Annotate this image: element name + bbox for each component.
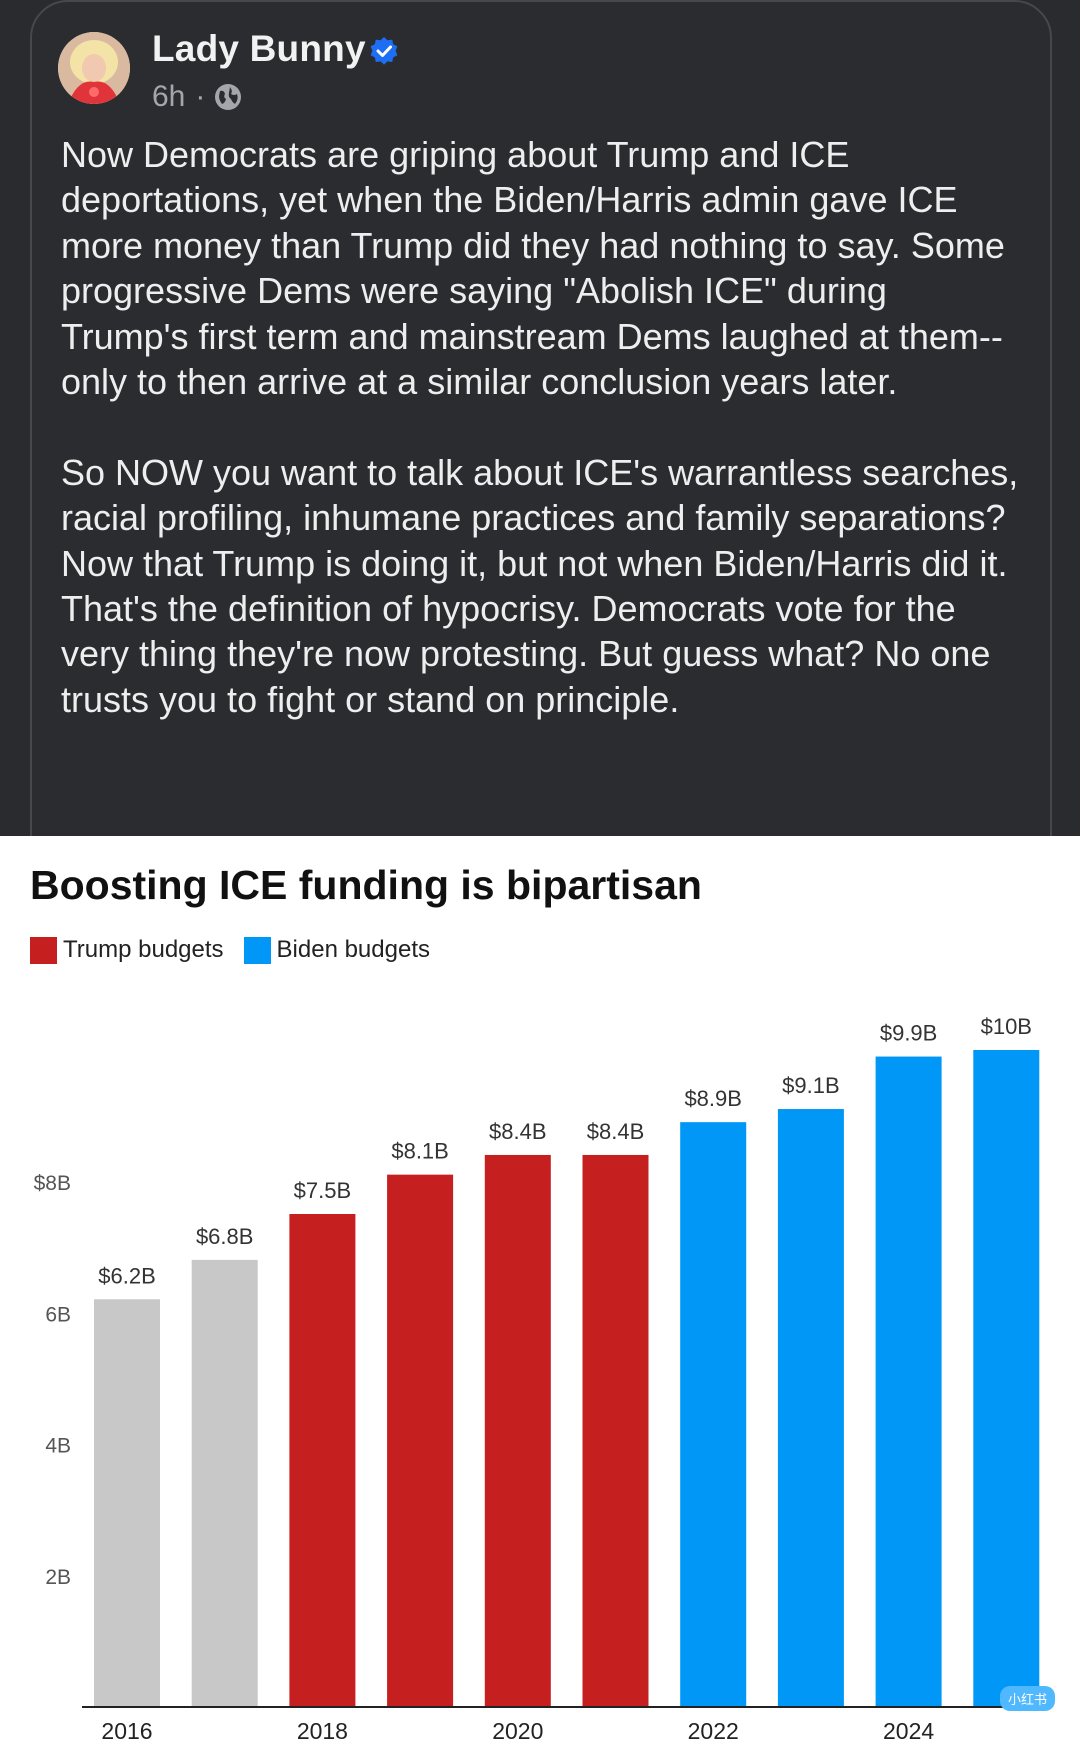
x-tick-label: 2024 [883,1718,934,1744]
bar-chart: 2B 4B 6B $8B $6.2B $6.8B $7.5B $8.1B $8.4B $8.4B $… [34,1014,1050,1744]
legend-swatch-trump [30,936,57,964]
meta-separator: · [195,80,206,113]
chart-title: Boosting ICE funding is bipartisan [30,862,702,908]
x-tick-label: 2016 [101,1718,152,1744]
y-tick-label: $8B [34,1172,71,1195]
data-label: $10B [981,1014,1032,1039]
post-paragraph: Now Democrats are griping about Trump an… [61,134,1005,403]
data-label: $8.1B [391,1139,449,1164]
avatar[interactable] [58,32,130,104]
bar-2018 [289,1214,356,1706]
data-label: $8.9B [684,1086,742,1111]
bar-2024 [875,1056,942,1706]
chart-legend: Trump budgets Biden budgets [30,936,450,964]
chart-image: Boosting ICE funding is bipartisan Trump… [0,836,1080,1758]
globe-icon [215,84,242,110]
x-tick-label: 2022 [688,1718,739,1744]
post-paragraph: So NOW you want to talk about ICE's warr… [61,451,1019,720]
post-card [30,0,1052,904]
data-label: $7.5B [294,1178,352,1203]
bar-2016 [94,1299,160,1706]
legend-swatch-biden [243,936,271,964]
x-tick-label: 2018 [297,1718,348,1744]
y-tick-label: 4B [45,1435,71,1458]
data-label: $8.4B [587,1119,645,1144]
y-tick-label: 6B [45,1303,71,1326]
legend-item-biden: Biden budgets [243,936,430,964]
bar-2023 [777,1109,844,1706]
bar-2025 [973,1050,1040,1706]
watermark-logo: 小红书 [1000,1686,1056,1711]
post-body: Now Democrats are griping about Trump an… [61,132,1021,768]
data-label: $6.2B [98,1263,156,1288]
avatar-image [58,32,130,104]
legend-label-biden: Biden budgets [276,936,430,963]
x-tick-label: 2020 [492,1718,543,1744]
post-time[interactable]: 6h [152,80,186,113]
data-label: $6.8B [196,1224,254,1249]
legend-item-trump: Trump budgets [30,936,224,964]
post-meta: 6h · [152,80,243,114]
bar-2019 [387,1174,454,1706]
post-region: Lady Bunny 6h · Now Democrats are gripin… [0,0,1080,904]
bar-2020 [484,1154,551,1706]
legend-label-trump: Trump budgets [63,936,224,963]
bar-2022 [680,1122,747,1706]
y-tick-label: 2B [45,1566,71,1589]
bar-2021 [582,1154,649,1706]
bar-2017 [191,1259,258,1706]
author-name[interactable]: Lady Bunny [152,28,366,69]
data-label: $8.4B [489,1119,547,1144]
data-label: $9.9B [880,1021,938,1046]
verified-badge-icon [370,37,398,65]
data-label: $9.1B [782,1073,840,1098]
